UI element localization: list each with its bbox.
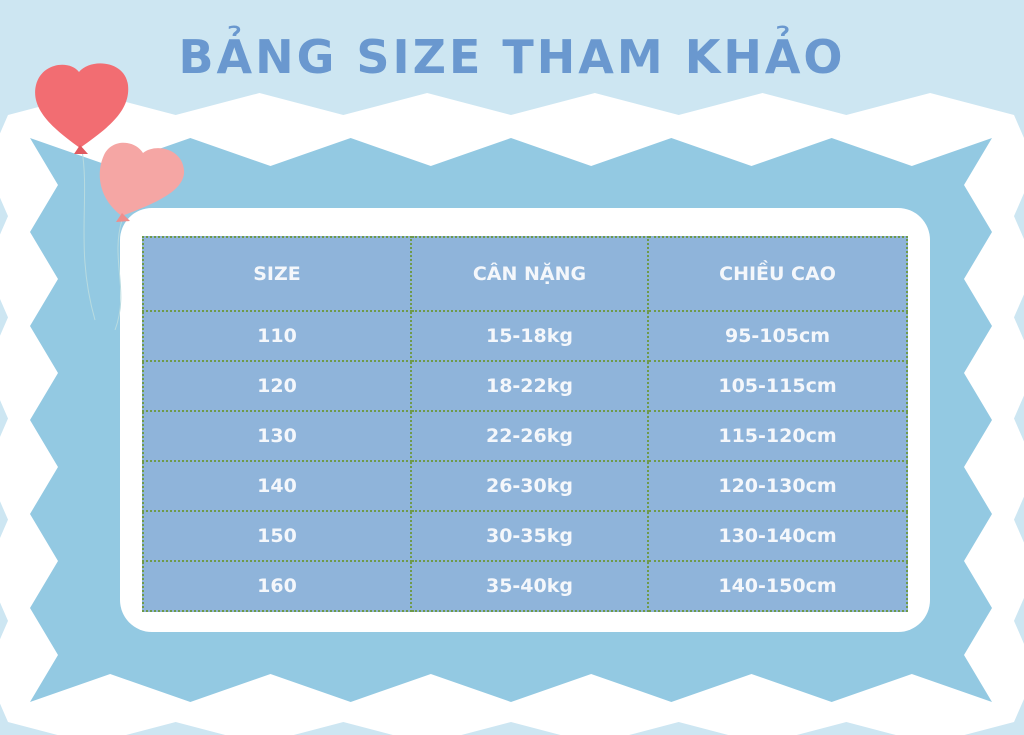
heart-balloons [35, 63, 185, 330]
cell-weight: 15-18kg [410, 310, 649, 362]
cell-height: 115-120cm [647, 410, 908, 462]
table-row: 110 15-18kg 95-105cm [142, 310, 908, 362]
cell-weight: 26-30kg [410, 460, 649, 512]
cell-weight: 30-35kg [410, 510, 649, 562]
table-row: 160 35-40kg 140-150cm [142, 560, 908, 612]
cell-size: 120 [142, 360, 412, 412]
cell-size: 140 [142, 460, 412, 512]
cell-weight: 18-22kg [410, 360, 649, 412]
cell-weight: 35-40kg [410, 560, 649, 612]
header-height: CHIỀU CAO [647, 236, 908, 312]
cell-height: 95-105cm [647, 310, 908, 362]
cell-height: 120-130cm [647, 460, 908, 512]
cell-height: 130-140cm [647, 510, 908, 562]
size-table: SIZE CÂN NẶNG CHIỀU CAO 110 15-18kg 95-105… [142, 236, 908, 612]
cell-weight: 22-26kg [410, 410, 649, 462]
cell-height: 140-150cm [647, 560, 908, 612]
cell-size: 160 [142, 560, 412, 612]
table-row: 130 22-26kg 115-120cm [142, 410, 908, 462]
red-heart-balloon-icon [35, 63, 129, 148]
cell-size: 150 [142, 510, 412, 562]
cell-height: 105-115cm [647, 360, 908, 412]
cell-size: 110 [142, 310, 412, 362]
table-row: 150 30-35kg 130-140cm [142, 510, 908, 562]
table-row: 140 26-30kg 120-130cm [142, 460, 908, 512]
page-title: BẢNG SIZE THAM KHẢO [178, 30, 846, 84]
header-size: SIZE [142, 236, 412, 312]
table-row: 120 18-22kg 105-115cm [142, 360, 908, 412]
table-header-row: SIZE CÂN NẶNG CHIỀU CAO [142, 236, 908, 312]
pink-heart-balloon-string [114, 219, 123, 330]
header-weight: CÂN NẶNG [410, 236, 649, 312]
red-heart-balloon-string [81, 149, 96, 321]
pink-heart-balloon-icon [99, 142, 185, 216]
cell-size: 130 [142, 410, 412, 462]
